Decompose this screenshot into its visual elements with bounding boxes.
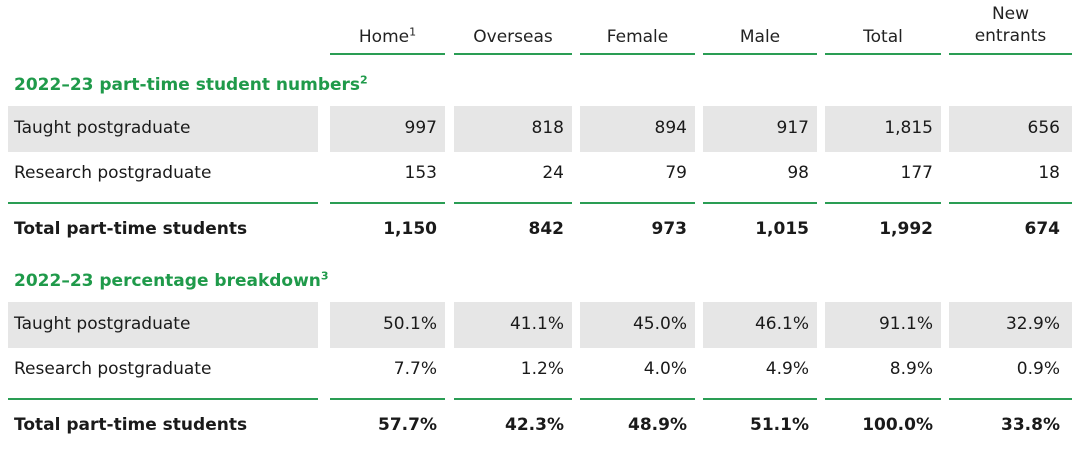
section-title-percentages: 2022–23 percentage breakdown3 <box>14 269 329 291</box>
section-title-numbers: 2022–23 part-time student numbers2 <box>14 73 368 95</box>
cell-new-entrants: 0.9% <box>1016 359 1060 379</box>
total-rule <box>825 202 941 204</box>
total-rule <box>454 202 572 204</box>
cell-male: 917 <box>776 118 809 138</box>
total-male: 1,015 <box>755 219 809 239</box>
total-rule <box>8 202 318 204</box>
row-shade <box>8 106 318 152</box>
total-home: 57.7% <box>378 415 437 435</box>
total-female: 48.9% <box>628 415 687 435</box>
total-female: 973 <box>651 219 688 239</box>
header-rule-female <box>580 53 695 55</box>
row-label: Research postgraduate <box>14 359 212 379</box>
row-shade <box>825 302 941 348</box>
cell-overseas: 1.2% <box>520 359 564 379</box>
cell-female: 45.0% <box>632 314 687 334</box>
row-shade <box>454 302 572 348</box>
total-home: 1,150 <box>383 219 437 239</box>
total-new-entrants: 674 <box>1024 219 1061 239</box>
row-shade <box>949 302 1072 348</box>
header-rule-home <box>330 53 445 55</box>
row-label: Taught postgraduate <box>14 118 191 138</box>
total-overseas: 842 <box>528 219 565 239</box>
row-shade <box>703 106 817 152</box>
cell-total: 1,815 <box>884 118 933 138</box>
cell-overseas: 41.1% <box>509 314 564 334</box>
row-shade <box>330 302 445 348</box>
col-header-male: Male <box>739 27 781 47</box>
total-rule <box>703 398 817 400</box>
header-rule-new-entrants <box>949 53 1072 55</box>
total-male: 51.1% <box>750 415 809 435</box>
cell-male: 46.1% <box>754 314 809 334</box>
col-header-total: Total <box>863 27 903 47</box>
cell-new-entrants: 32.9% <box>1005 314 1060 334</box>
cell-total: 91.1% <box>878 314 933 334</box>
col-header-home: Home1 <box>358 25 417 47</box>
total-rule <box>949 398 1072 400</box>
row-shade <box>580 302 695 348</box>
cell-home: 50.1% <box>382 314 437 334</box>
cell-home: 153 <box>404 163 437 183</box>
col-header-new-entrants: New entrants <box>974 4 1047 46</box>
header-rule-total <box>825 53 941 55</box>
total-rule <box>330 202 445 204</box>
cell-overseas: 24 <box>542 163 564 183</box>
row-label: Research postgraduate <box>14 163 212 183</box>
total-new-entrants: 33.8% <box>1001 415 1060 435</box>
col-header-overseas: Overseas <box>473 27 553 47</box>
row-shade <box>825 106 941 152</box>
total-rule <box>454 398 572 400</box>
cell-home: 997 <box>404 118 437 138</box>
row-shade <box>330 106 445 152</box>
total-overseas: 42.3% <box>505 415 564 435</box>
row-label: Taught postgraduate <box>14 314 191 334</box>
header-rule-male <box>703 53 817 55</box>
cell-new-entrants: 18 <box>1038 163 1060 183</box>
cell-male: 98 <box>787 163 809 183</box>
total-row-label: Total part-time students <box>14 219 248 239</box>
total-rule <box>330 398 445 400</box>
row-shade <box>703 302 817 348</box>
cell-female: 894 <box>654 118 687 138</box>
cell-total: 177 <box>900 163 933 183</box>
total-rule <box>580 202 695 204</box>
row-shade <box>8 302 318 348</box>
cell-male: 4.9% <box>765 359 809 379</box>
total-rule <box>949 202 1072 204</box>
header-rule-overseas <box>454 53 572 55</box>
cell-overseas: 818 <box>531 118 564 138</box>
total-rule <box>580 398 695 400</box>
row-shade <box>454 106 572 152</box>
total-rule <box>825 398 941 400</box>
cell-female: 4.0% <box>643 359 687 379</box>
cell-female: 79 <box>665 163 687 183</box>
cell-total: 8.9% <box>889 359 933 379</box>
total-total: 100.0% <box>862 415 933 435</box>
total-row-label: Total part-time students <box>14 415 248 435</box>
col-header-female: Female <box>606 27 669 47</box>
total-total: 1,992 <box>879 219 933 239</box>
total-rule <box>8 398 318 400</box>
total-rule <box>703 202 817 204</box>
cell-home: 7.7% <box>393 359 437 379</box>
row-shade <box>580 106 695 152</box>
row-shade <box>949 106 1072 152</box>
cell-new-entrants: 656 <box>1027 118 1060 138</box>
